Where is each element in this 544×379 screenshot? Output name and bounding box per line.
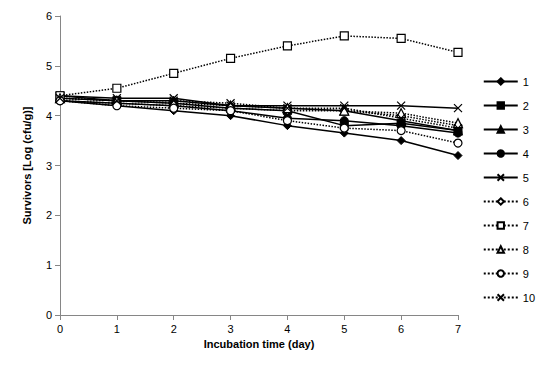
svg-text:1: 1: [114, 323, 120, 335]
svg-text:6: 6: [46, 10, 52, 22]
svg-text:0: 0: [57, 323, 63, 335]
svg-text:0: 0: [46, 309, 52, 321]
svg-text:1: 1: [523, 76, 529, 88]
svg-text:4: 4: [284, 323, 290, 335]
svg-text:7: 7: [455, 323, 461, 335]
svg-text:4: 4: [46, 110, 52, 122]
svg-text:6: 6: [523, 196, 529, 208]
svg-text:5: 5: [523, 172, 529, 184]
svg-text:2: 2: [46, 209, 52, 221]
svg-text:10: 10: [523, 292, 535, 304]
svg-text:9: 9: [523, 268, 529, 280]
svg-text:8: 8: [523, 244, 529, 256]
svg-text:Incubation time (day): Incubation time (day): [204, 338, 315, 350]
svg-text:3: 3: [46, 160, 52, 172]
svg-text:1: 1: [46, 259, 52, 271]
svg-text:2: 2: [523, 100, 529, 112]
svg-text:Survivors [Log (cfu/g)]: Survivors [Log (cfu/g)]: [21, 106, 33, 224]
svg-text:5: 5: [341, 323, 347, 335]
svg-text:7: 7: [523, 220, 529, 232]
svg-text:6: 6: [398, 323, 404, 335]
svg-text:4: 4: [523, 148, 529, 160]
svg-text:3: 3: [228, 323, 234, 335]
svg-text:3: 3: [523, 124, 529, 136]
svg-text:5: 5: [46, 60, 52, 72]
svg-text:2: 2: [171, 323, 177, 335]
